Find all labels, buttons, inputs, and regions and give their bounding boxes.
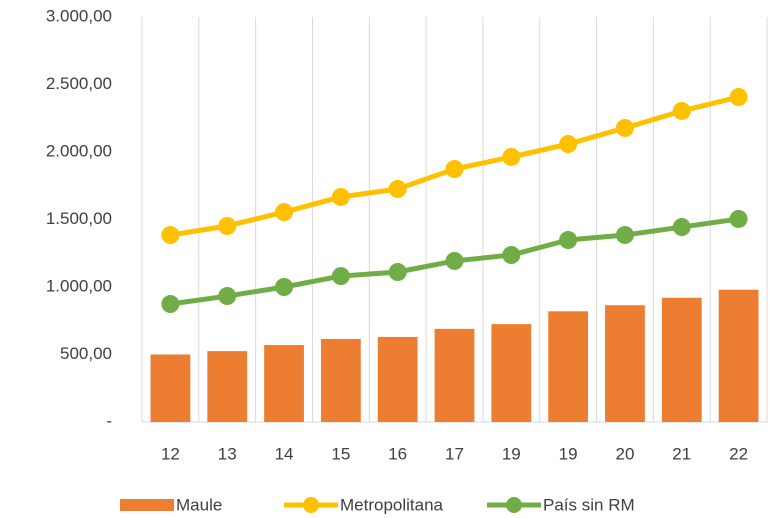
marker bbox=[502, 246, 521, 265]
marker bbox=[672, 218, 691, 237]
bar bbox=[491, 324, 532, 422]
marker bbox=[729, 88, 748, 107]
marker bbox=[161, 226, 180, 245]
legend-label: País sin RM bbox=[543, 495, 635, 514]
marker bbox=[275, 278, 294, 296]
legend-swatch bbox=[120, 499, 174, 511]
bar bbox=[207, 351, 248, 422]
marker bbox=[218, 287, 237, 306]
bar bbox=[548, 311, 589, 422]
x-tick-label: 19 bbox=[559, 444, 578, 463]
marker bbox=[559, 231, 578, 250]
y-tick-label: 500,00 bbox=[60, 344, 112, 363]
x-tick-label: 16 bbox=[388, 444, 407, 463]
y-tick-label: - bbox=[106, 411, 112, 430]
x-tick-label: 14 bbox=[275, 444, 294, 463]
marker bbox=[388, 263, 407, 282]
y-tick-label: 1.000,00 bbox=[46, 276, 112, 295]
bar bbox=[150, 354, 191, 422]
x-tick-label: 15 bbox=[331, 444, 350, 463]
marker bbox=[218, 216, 237, 235]
marker bbox=[502, 147, 521, 166]
bar bbox=[434, 328, 475, 422]
marker bbox=[672, 101, 691, 120]
x-tick-label: 12 bbox=[161, 444, 180, 463]
marker bbox=[445, 160, 464, 179]
marker bbox=[445, 251, 464, 270]
x-tick-label: 22 bbox=[729, 444, 748, 463]
x-tick-label: 13 bbox=[218, 444, 237, 463]
legend-label: Maule bbox=[176, 495, 222, 514]
y-tick-label: 3.000,00 bbox=[46, 6, 112, 25]
legend-swatch bbox=[506, 497, 522, 513]
marker bbox=[615, 118, 634, 137]
bar bbox=[661, 297, 702, 422]
marker bbox=[615, 226, 634, 245]
marker bbox=[331, 187, 350, 206]
y-tick-label: 2.500,00 bbox=[46, 74, 112, 93]
bar bbox=[264, 345, 304, 422]
x-tick-label: 17 bbox=[445, 444, 464, 463]
marker bbox=[161, 295, 180, 314]
y-tick-label: 2.000,00 bbox=[46, 141, 112, 160]
y-tick-label: 1.500,00 bbox=[46, 209, 112, 228]
marker bbox=[388, 179, 407, 198]
marker bbox=[331, 267, 350, 286]
legend-swatch bbox=[303, 497, 319, 513]
x-tick-label: 19 bbox=[502, 444, 521, 463]
bar bbox=[320, 338, 361, 422]
bar bbox=[377, 336, 418, 422]
bar bbox=[718, 289, 759, 422]
x-tick-label: 20 bbox=[615, 444, 634, 463]
marker bbox=[275, 203, 294, 222]
marker bbox=[559, 135, 578, 154]
marker bbox=[729, 209, 748, 228]
legend-label: Metropolitana bbox=[340, 495, 444, 514]
x-tick-label: 21 bbox=[672, 444, 691, 463]
bar bbox=[605, 305, 645, 422]
